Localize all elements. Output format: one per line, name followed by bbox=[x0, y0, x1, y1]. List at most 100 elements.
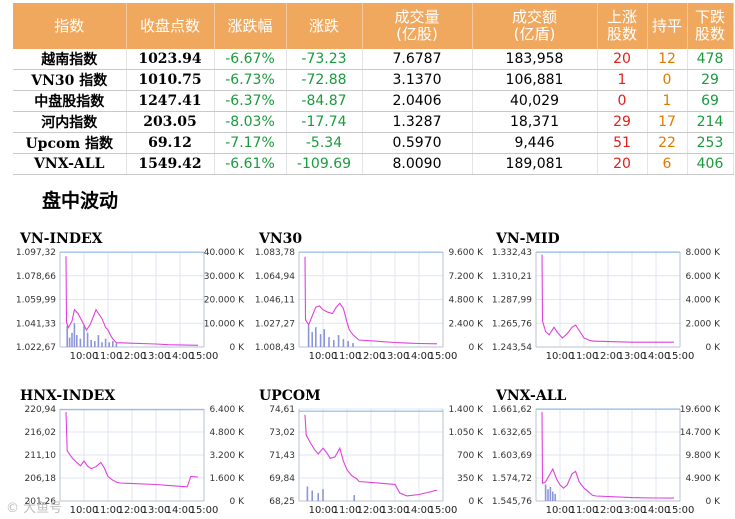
cell-vol: 2.0406 bbox=[362, 90, 473, 112]
section-title: 盘中波动 bbox=[42, 190, 119, 212]
volume-tick-label: 0 K bbox=[230, 497, 246, 507]
volume-tick-label: 4.800 K bbox=[448, 296, 484, 306]
volume-tick-label: 0 K bbox=[706, 497, 722, 507]
volume-tick-label: 1.050 K bbox=[448, 428, 484, 438]
header-cell: 持平 bbox=[647, 3, 688, 49]
cell-pct: -6.67% bbox=[214, 49, 287, 70]
y-tick-label: 68,25 bbox=[269, 497, 295, 507]
x-tick-label: 10:00 bbox=[309, 505, 338, 516]
price-line bbox=[304, 256, 438, 345]
x-tick-label: 15:00 bbox=[666, 505, 695, 516]
volume-tick-label: 40.000 K bbox=[204, 248, 245, 258]
chart-title: VNX-ALL bbox=[495, 388, 567, 404]
x-tick-label: 12:00 bbox=[357, 351, 386, 362]
cell-pct: -6.61% bbox=[214, 153, 287, 175]
cell-name: 越南指数 bbox=[13, 49, 127, 70]
volume-tick-label: 14.700 K bbox=[680, 428, 721, 438]
cell-val: 189,081 bbox=[472, 153, 598, 175]
cell-flat: 17 bbox=[647, 111, 688, 133]
cell-vol: 0.5970 bbox=[362, 132, 473, 154]
cell-val: 183,958 bbox=[472, 49, 598, 70]
y-tick-label: 1.265,76 bbox=[492, 319, 532, 329]
price-line bbox=[304, 414, 438, 497]
x-tick-label: 13:00 bbox=[381, 351, 410, 362]
header-cell: 下跌 股数 bbox=[687, 3, 734, 49]
y-tick-label: 1.083,78 bbox=[255, 248, 295, 258]
header-cell: 成交额 (亿盾) bbox=[472, 3, 598, 49]
price-line bbox=[65, 256, 199, 346]
x-tick-label: 12:00 bbox=[594, 505, 623, 516]
cell-down: 214 bbox=[687, 111, 734, 133]
cell-name: 中盘股指数 bbox=[13, 90, 127, 112]
volume-tick-label: 0 K bbox=[706, 343, 722, 353]
x-tick-label: 13:00 bbox=[618, 505, 647, 516]
volume-tick-label: 20.000 K bbox=[204, 296, 245, 306]
x-tick-label: 12:00 bbox=[118, 351, 147, 362]
volume-tick-label: 7.200 K bbox=[448, 272, 484, 282]
cell-close: 1247.41 bbox=[126, 90, 215, 112]
y-tick-label: 1.027,27 bbox=[255, 319, 295, 329]
cell-up: 29 bbox=[597, 111, 648, 133]
x-tick-label: 11:00 bbox=[333, 505, 362, 516]
cell-name: VNX-ALL bbox=[13, 153, 127, 175]
y-tick-label: 206,18 bbox=[25, 474, 57, 484]
chart-vnx-all: VNX-ALL 1.661,62 19.600 K 1.632,65 14.700 K 1… bbox=[490, 385, 730, 517]
x-tick-label: 14:00 bbox=[166, 505, 195, 516]
cell-up: 1 bbox=[597, 69, 648, 91]
volume-tick-label: 0 K bbox=[469, 343, 485, 353]
table-row: VNX-ALL 1549.42 -6.61% -109.69 8.0090 189,081… bbox=[13, 153, 734, 175]
cell-down: 253 bbox=[687, 132, 734, 154]
volume-tick-label: 3.200 K bbox=[209, 451, 245, 461]
y-tick-label: 1.046,11 bbox=[255, 296, 295, 306]
cell-chg: -109.69 bbox=[286, 153, 363, 175]
y-tick-label: 1.064,94 bbox=[255, 272, 295, 282]
cell-up: 20 bbox=[597, 49, 648, 70]
x-tick-label: 10:00 bbox=[70, 505, 99, 516]
table-row: 越南指数 1023.94 -6.67% -73.23 7.6787 183,958 20 12… bbox=[13, 49, 734, 70]
volume-tick-label: 4.900 K bbox=[685, 474, 721, 484]
cell-val: 18,371 bbox=[472, 111, 598, 133]
cell-val: 9,446 bbox=[472, 132, 598, 154]
cell-down: 29 bbox=[687, 69, 734, 91]
volume-tick-label: 10.000 K bbox=[204, 319, 245, 329]
volume-tick-label: 9.800 K bbox=[685, 451, 721, 461]
index-summary-table: 指数 收盘点数 涨跌幅 涨跌 成交量 (亿股) 成交额 (亿盾) 上涨 股数 持平 下跌 股数 越南指数… bbox=[13, 3, 734, 175]
y-tick-label: 216,02 bbox=[25, 428, 57, 438]
volume-tick-label: 1.400 K bbox=[448, 405, 484, 415]
x-tick-label: 12:00 bbox=[357, 505, 386, 516]
cell-chg: -5.34 bbox=[286, 132, 363, 154]
header-cell: 涨跌 bbox=[286, 3, 363, 49]
cell-flat: 1 bbox=[647, 90, 688, 112]
y-tick-label: 1.243,54 bbox=[492, 343, 532, 353]
y-tick-label: 1.078,66 bbox=[16, 272, 56, 282]
x-tick-label: 15:00 bbox=[429, 505, 458, 516]
table-row: 河内指数 203.05 -8.03% -17.74 1.3287 18,371 29 17 21… bbox=[13, 111, 734, 133]
x-tick-label: 14:00 bbox=[405, 505, 434, 516]
x-tick-label: 14:00 bbox=[642, 505, 671, 516]
cell-vol: 3.1370 bbox=[362, 69, 473, 91]
cell-chg: -84.87 bbox=[286, 90, 363, 112]
table-row: 中盘股指数 1247.41 -6.37% -84.87 2.0406 40,029 0 1 69 bbox=[13, 90, 734, 112]
x-tick-label: 13:00 bbox=[142, 505, 171, 516]
chart-vn-index: VN-INDEX 1.097,32 40.000 K 1.078,66 30.000 K… bbox=[14, 228, 254, 363]
header-cell: 指数 bbox=[13, 3, 127, 49]
cell-flat: 22 bbox=[647, 132, 688, 154]
y-tick-label: 71,43 bbox=[269, 451, 295, 461]
volume-tick-label: 8.000 K bbox=[685, 248, 721, 258]
cell-flat: 6 bbox=[647, 153, 688, 175]
x-tick-label: 13:00 bbox=[618, 351, 647, 362]
x-tick-label: 14:00 bbox=[642, 351, 671, 362]
y-tick-label: 1.008,43 bbox=[255, 343, 295, 353]
volume-tick-label: 1.600 K bbox=[209, 474, 245, 484]
chart-title: VN30 bbox=[258, 231, 302, 247]
y-tick-label: 1.097,32 bbox=[16, 248, 56, 258]
y-tick-label: 1.310,21 bbox=[492, 272, 532, 282]
cell-vol: 1.3287 bbox=[362, 111, 473, 133]
cell-down: 478 bbox=[687, 49, 734, 70]
volume-tick-label: 0 K bbox=[469, 497, 485, 507]
cell-vol: 8.0090 bbox=[362, 153, 473, 175]
cell-close: 1023.94 bbox=[126, 49, 215, 70]
volume-tick-label: 700 K bbox=[457, 451, 484, 461]
table-header-row: 指数 收盘点数 涨跌幅 涨跌 成交量 (亿股) 成交额 (亿盾) 上涨 股数 持平 下跌 股数 bbox=[13, 3, 734, 49]
x-tick-label: 10:00 bbox=[309, 351, 338, 362]
